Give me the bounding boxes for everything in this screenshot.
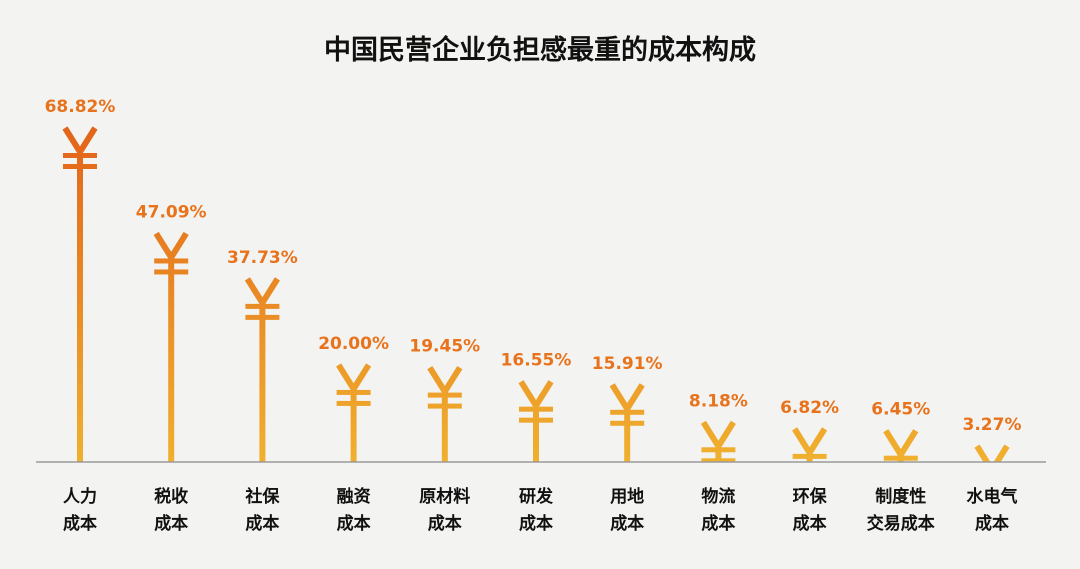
data-label: 6.45% (871, 400, 930, 420)
data-label: 47.09% (136, 202, 207, 222)
bar-yen-mark (336, 363, 372, 462)
category-label: 用地 (610, 486, 644, 507)
category-label: 交易成本 (867, 513, 935, 534)
category-label: 成本 (793, 513, 827, 534)
bar-yen-mark (153, 231, 189, 462)
category-label: 成本 (975, 513, 1009, 534)
category-label: 成本 (63, 513, 97, 534)
bar-yen-mark (700, 420, 736, 462)
bar-yen-mark (518, 380, 554, 462)
category-label: 水电气 (967, 486, 1018, 507)
category-label: 税收 (154, 486, 188, 507)
bar-yen-mark (609, 383, 645, 462)
category-label: 制度性 (875, 486, 926, 507)
bar-yen-mark (244, 277, 280, 462)
category-label: 环保 (793, 486, 828, 507)
bar-yen-mark (974, 444, 1010, 462)
data-label: 37.73% (227, 248, 298, 268)
bar-yen-mark (62, 126, 98, 462)
bar-yen-mark (792, 427, 828, 462)
data-label: 68.82% (45, 97, 116, 117)
bar-yen-mark (427, 366, 463, 462)
category-label: 成本 (428, 513, 462, 534)
category-label: 社保 (244, 486, 280, 507)
data-label: 3.27% (963, 415, 1022, 435)
category-label: 成本 (154, 513, 188, 534)
bar-yen-mark (883, 429, 919, 462)
category-label: 物流 (701, 486, 735, 507)
category-label: 成本 (610, 513, 644, 534)
category-label: 成本 (519, 513, 553, 534)
category-label: 原材料 (419, 486, 470, 507)
data-label: 15.91% (592, 354, 663, 374)
data-label: 8.18% (689, 391, 748, 411)
category-label: 研发 (519, 486, 554, 507)
category-label: 融资 (337, 486, 371, 507)
category-label: 成本 (245, 513, 279, 534)
data-label: 19.45% (409, 337, 480, 357)
category-label: 成本 (337, 513, 371, 534)
category-label: 成本 (701, 513, 735, 534)
data-label: 16.55% (501, 351, 572, 371)
chart-title: 中国民营企业负担感最重的成本构成 (324, 35, 756, 66)
data-label: 6.82% (780, 398, 839, 418)
category-label: 人力 (63, 486, 97, 507)
data-label: 20.00% (318, 334, 389, 354)
